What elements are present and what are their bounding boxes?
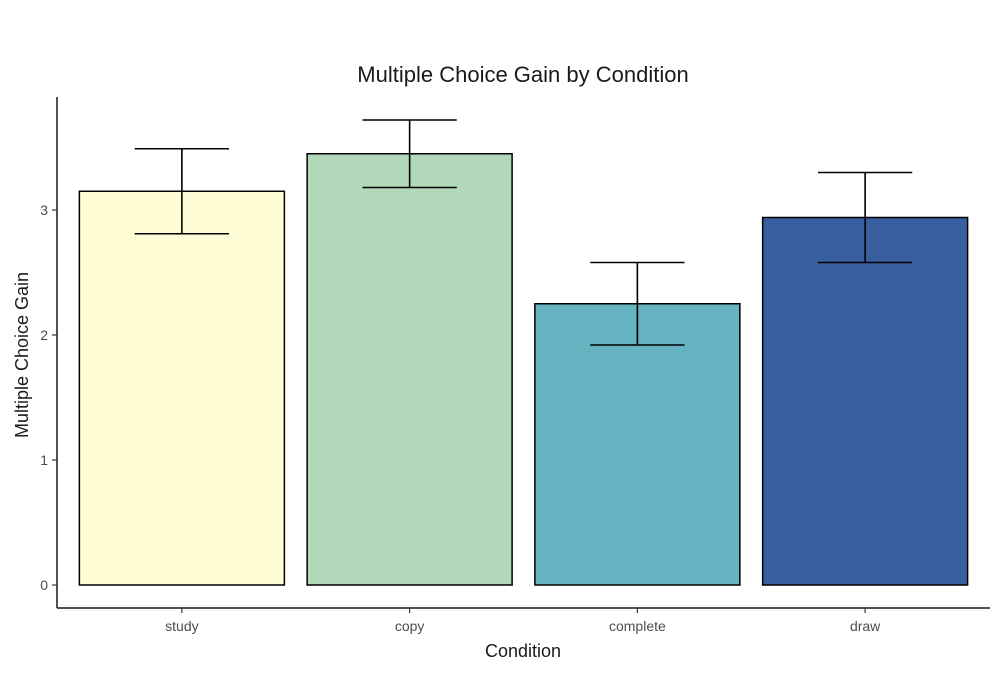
plot-area: 0 1 2 3 study copy complete draw: [40, 97, 990, 634]
x-tick-label-complete: complete: [609, 618, 666, 634]
y-axis-title: Multiple Choice Gain: [12, 272, 32, 438]
x-tick-label-copy: copy: [395, 618, 425, 634]
y-tick-label-0: 0: [40, 577, 48, 593]
y-tick-label-2: 2: [40, 327, 48, 343]
bar-study: [78, 190, 286, 586]
bar-copy: [306, 153, 513, 586]
bar-complete: [534, 303, 741, 586]
x-tick-label-study: study: [165, 618, 198, 634]
y-tick-label-1: 1: [40, 452, 48, 468]
chart-title: Multiple Choice Gain by Condition: [357, 62, 688, 87]
x-tick-label-draw: draw: [850, 618, 881, 634]
x-axis-title: Condition: [485, 641, 561, 661]
y-tick-label-3: 3: [40, 202, 48, 218]
bar-draw: [761, 216, 969, 586]
